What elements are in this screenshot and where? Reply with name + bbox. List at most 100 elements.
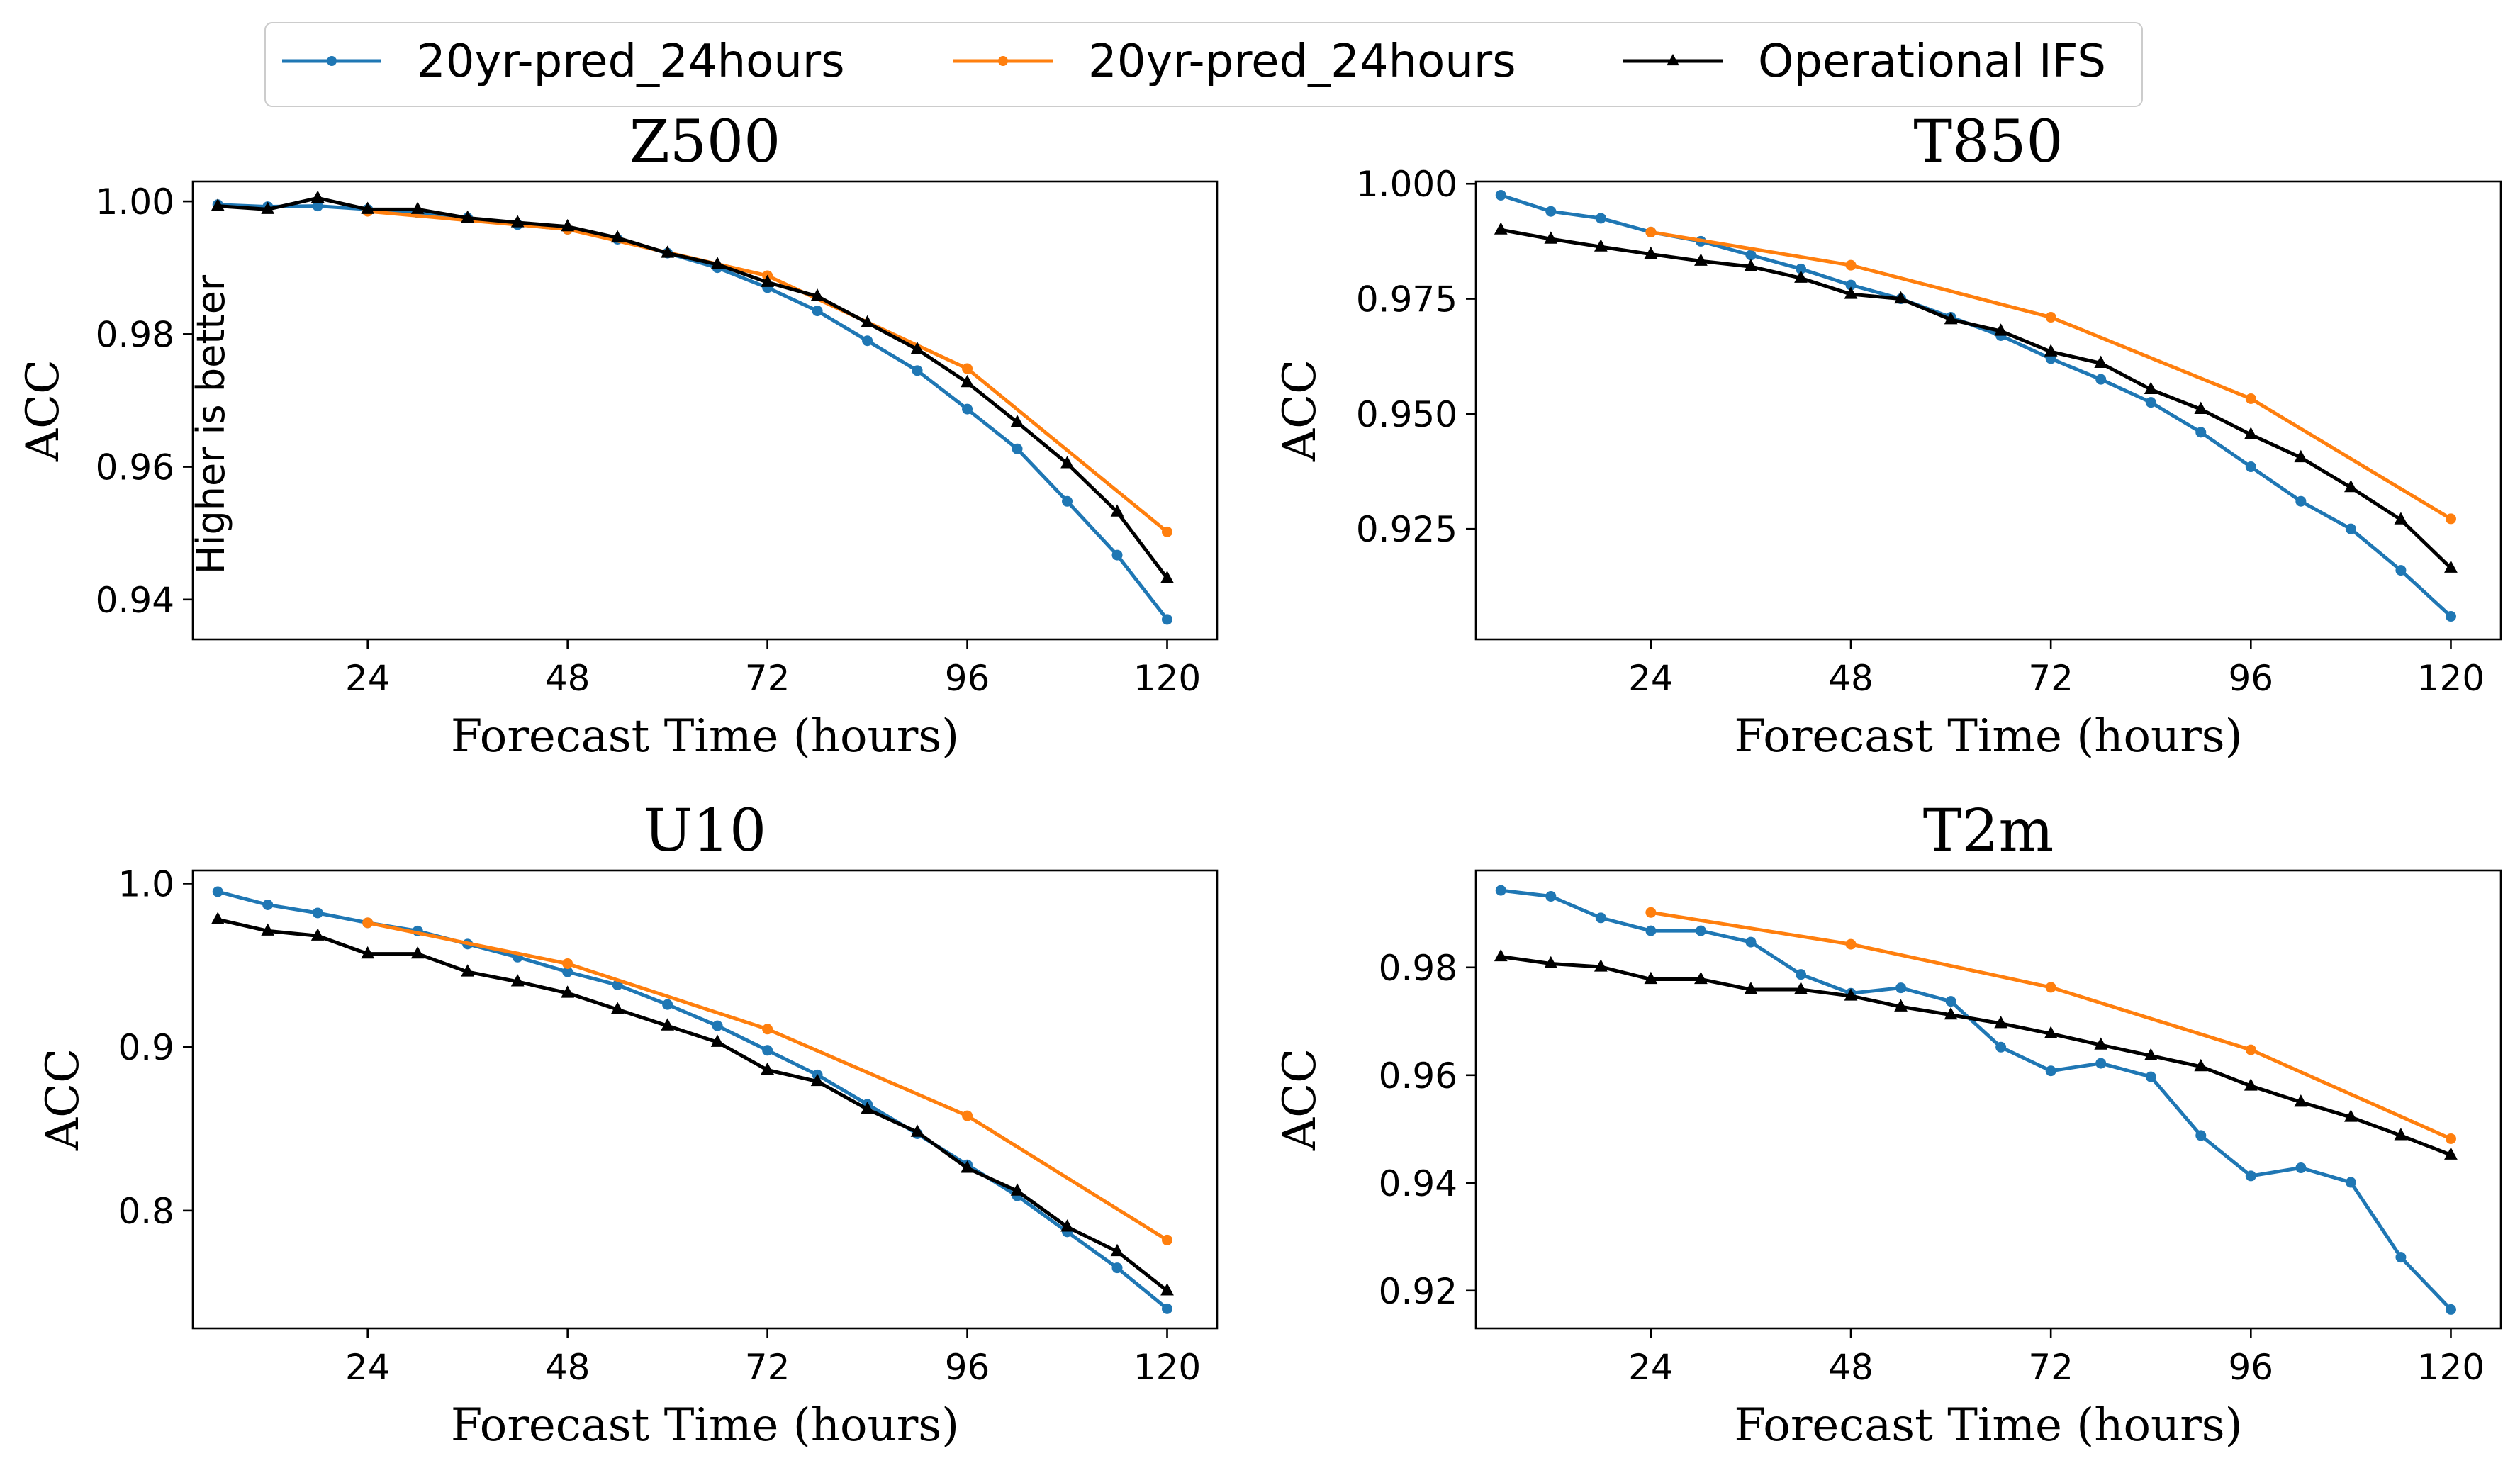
series-1 xyxy=(1645,907,2456,1144)
data-point xyxy=(561,218,575,232)
data-point xyxy=(211,912,225,924)
axes-frame xyxy=(191,180,1219,641)
legend-entry: 20yr-pred_24hours xyxy=(282,35,845,88)
data-point xyxy=(2394,1128,2408,1141)
x-axis-label: Forecast Time (hours) xyxy=(451,1399,959,1452)
y-tick-label: 0.96 xyxy=(96,447,174,488)
data-point xyxy=(1745,936,1757,948)
series-line xyxy=(367,209,1169,534)
data-point xyxy=(1645,226,1657,237)
data-point xyxy=(1944,311,1958,325)
series-line xyxy=(1500,888,2453,1311)
data-point xyxy=(361,946,375,959)
panel-title: Z500 xyxy=(629,108,781,176)
data-point xyxy=(812,306,823,317)
panel-title: T2m xyxy=(1923,797,2054,865)
series-2 xyxy=(1494,222,2458,573)
data-point xyxy=(1844,286,1858,299)
legend-marker xyxy=(998,56,1008,66)
data-point xyxy=(2245,1170,2256,1182)
data-point xyxy=(2394,512,2408,525)
axes-frame xyxy=(1474,869,2502,1330)
x-tick-label: 72 xyxy=(745,658,790,699)
data-point xyxy=(910,342,924,354)
data-point xyxy=(1545,206,1557,217)
data-point xyxy=(2445,1133,2456,1144)
data-point xyxy=(1945,996,1956,1007)
data-point xyxy=(561,985,575,998)
series-2 xyxy=(1494,948,2458,1160)
data-point xyxy=(1010,1183,1024,1196)
data-point xyxy=(410,946,425,959)
series-0 xyxy=(1495,189,2456,622)
data-point xyxy=(1160,1283,1174,1296)
series-1 xyxy=(362,917,1173,1245)
data-point xyxy=(2445,1304,2456,1315)
axes-frame xyxy=(191,869,1219,1330)
data-point xyxy=(1895,982,1907,994)
data-point xyxy=(1794,982,1808,994)
data-point xyxy=(2445,611,2456,622)
data-point xyxy=(1162,614,1173,625)
series-line xyxy=(1500,955,2452,1157)
data-point xyxy=(2045,1065,2056,1077)
data-point xyxy=(1594,959,1608,972)
data-point xyxy=(1162,1234,1173,1245)
data-point xyxy=(1111,549,1123,561)
data-point xyxy=(1545,890,1557,902)
legend-label: 20yr-pred_24hours xyxy=(417,35,845,88)
data-point xyxy=(1010,415,1024,427)
data-point xyxy=(2195,1130,2207,1141)
y-axis-label: ACC xyxy=(37,1048,89,1151)
x-tick-label: 48 xyxy=(545,658,590,699)
data-point xyxy=(2044,344,2058,357)
data-point xyxy=(610,1002,625,1014)
data-point xyxy=(1745,250,1757,261)
data-point xyxy=(2145,397,2156,408)
data-point xyxy=(2395,1252,2407,1263)
data-point xyxy=(661,245,675,258)
data-point xyxy=(1994,323,2008,336)
data-point xyxy=(2144,381,2158,395)
data-point xyxy=(2245,461,2256,473)
data-point xyxy=(2344,1109,2358,1122)
data-point xyxy=(1495,885,1506,896)
x-tick-label: 72 xyxy=(745,1347,790,1388)
data-point xyxy=(962,363,973,374)
data-point xyxy=(2445,513,2456,525)
data-point xyxy=(1795,263,1806,274)
data-point xyxy=(1060,456,1074,469)
y-tick-label: 1.0 xyxy=(118,863,174,904)
annotation-text: Higher is better xyxy=(189,274,233,574)
data-point xyxy=(1695,925,1706,936)
data-point xyxy=(212,886,223,897)
data-point xyxy=(2294,1094,2308,1107)
series-line xyxy=(217,890,1169,1311)
panel-t850: T850 24 48 72 96 120 0.925 0.950 0.975 1.000 Forec… xyxy=(1274,108,2502,763)
x-axis-label: Forecast Time (hours) xyxy=(1734,1399,2242,1452)
data-point xyxy=(1644,971,1658,985)
legend-entry: 20yr-pred_24hours xyxy=(953,35,1516,88)
data-point xyxy=(1845,259,1857,271)
data-point xyxy=(2444,560,2458,573)
data-point xyxy=(2045,982,2056,993)
data-point xyxy=(610,230,625,243)
series-line xyxy=(218,196,1169,580)
x-tick-label: 120 xyxy=(2417,658,2485,699)
data-point xyxy=(1795,969,1806,980)
x-tick-label: 120 xyxy=(2417,1347,2485,1388)
data-point xyxy=(2095,1058,2107,1069)
series-1 xyxy=(362,206,1173,537)
x-tick-label: 48 xyxy=(545,1347,590,1388)
data-point xyxy=(261,923,275,936)
data-point xyxy=(961,1160,974,1173)
y-axis-label: ACC xyxy=(1274,359,1326,462)
data-point xyxy=(2195,427,2207,438)
data-point xyxy=(2295,1162,2307,1174)
data-point xyxy=(2194,401,2208,414)
x-axis-label: Forecast Time (hours) xyxy=(451,710,959,763)
legend-marker xyxy=(327,56,337,66)
x-tick-label: 24 xyxy=(345,658,391,699)
data-point xyxy=(2094,355,2108,369)
